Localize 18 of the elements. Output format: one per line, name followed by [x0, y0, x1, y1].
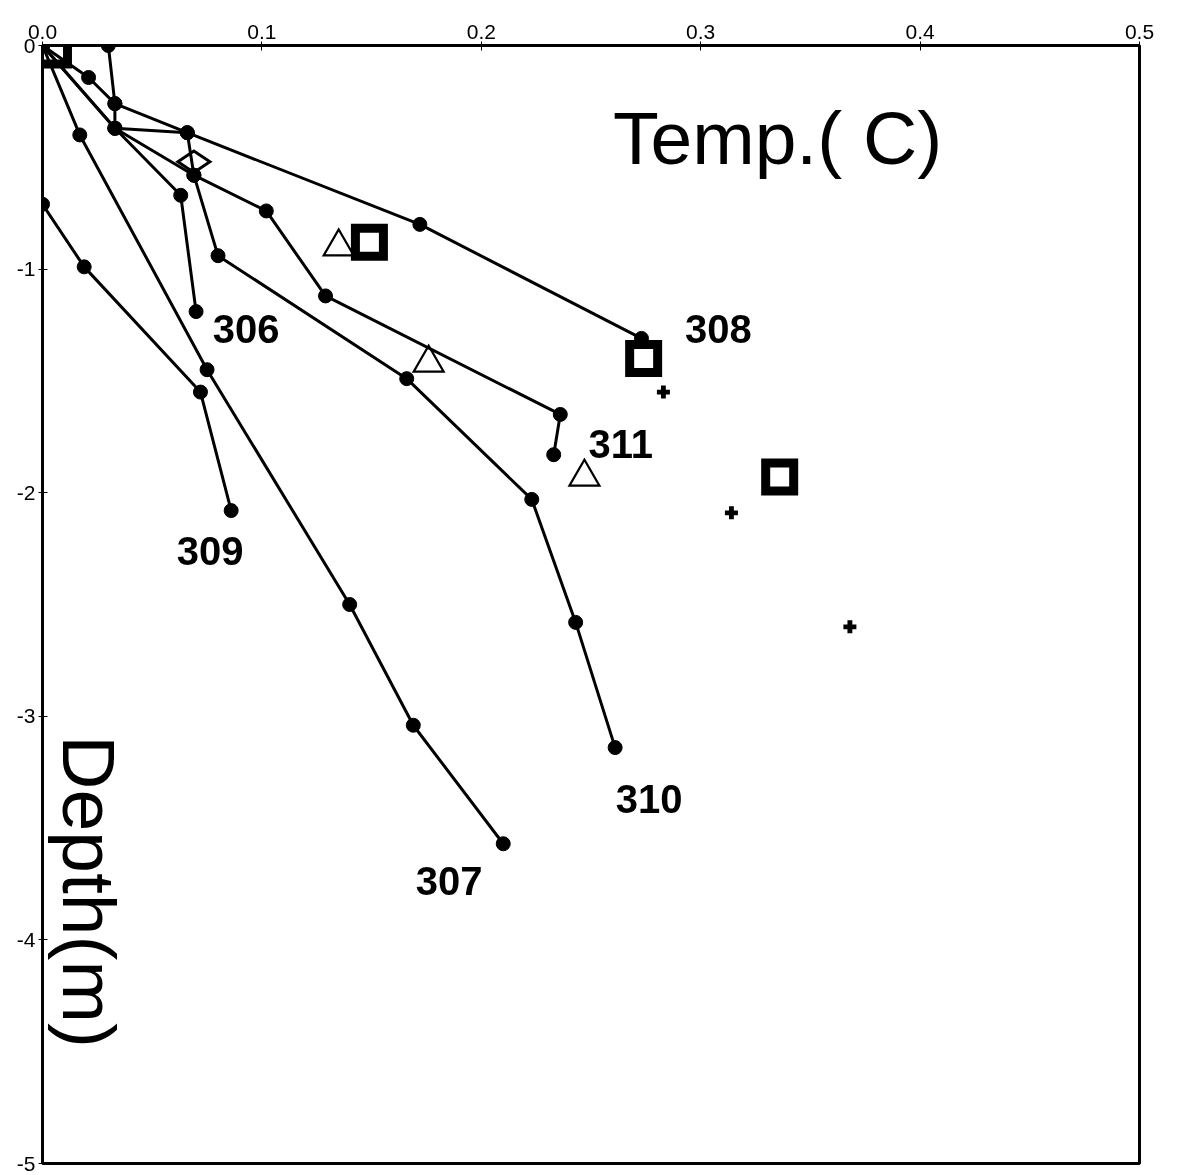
series-label: 307 [415, 858, 483, 903]
series-label: 310 [615, 776, 683, 821]
x-tick-label: 0.4 [905, 19, 936, 43]
x-tick-label: 0.1 [247, 19, 277, 43]
x-tick-label: 0.2 [466, 19, 496, 43]
series-label: 309 [176, 528, 244, 573]
y-tick-label: -4 [16, 927, 36, 951]
series-label: 311 [588, 421, 653, 466]
series-label: 306 [212, 306, 280, 351]
x-axis-title: Temp.( C) [612, 96, 943, 181]
y-tick-label: -1 [16, 257, 36, 281]
y-tick-label: -5 [16, 1151, 36, 1175]
series-label: 308 [685, 307, 752, 352]
y-tick-label: -3 [16, 704, 36, 728]
x-tick-label: 0.5 [1124, 19, 1155, 43]
y-axis-title: Depth(m) [46, 735, 131, 1048]
x-tick-label: 0.3 [686, 19, 716, 43]
y-tick-label: -2 [16, 480, 36, 504]
